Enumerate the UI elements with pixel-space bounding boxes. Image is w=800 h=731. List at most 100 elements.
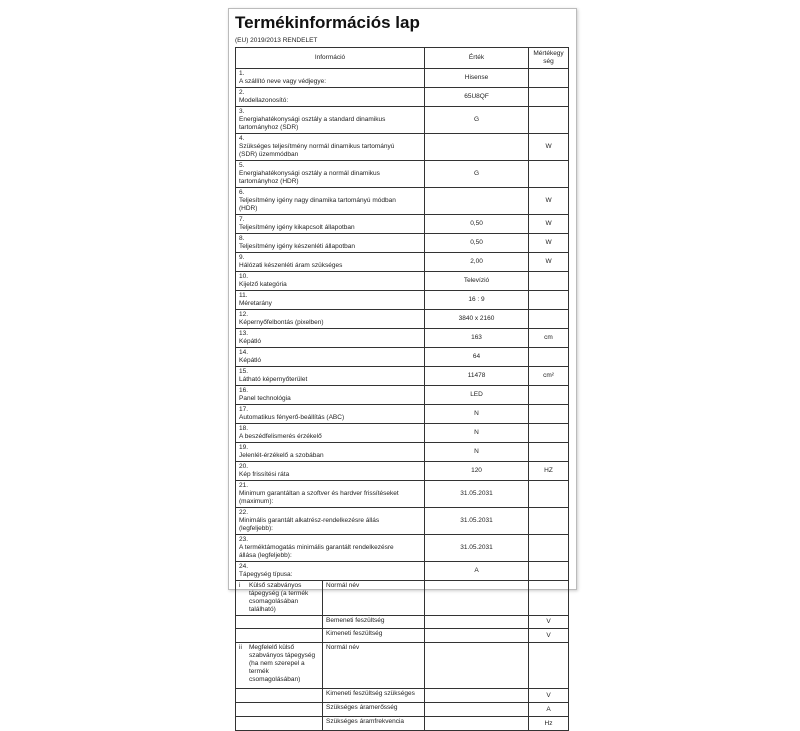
row-number: 11. xyxy=(239,292,248,299)
row-label: Modellazonosító: xyxy=(239,97,289,104)
product-info-table: Információ Érték Mértékegység 1.A szállí… xyxy=(234,47,570,731)
row-unit xyxy=(528,290,570,310)
row-info: 8.Teljesítmény igény készenléti állapotb… xyxy=(234,233,426,253)
table-row: 21.Minimum garantáltan a szoftver és har… xyxy=(234,480,570,508)
row-unit: W xyxy=(528,133,570,161)
header-unit: Mértékegység xyxy=(528,47,570,69)
row-label: Kijelző kategória xyxy=(239,281,287,288)
row-label: Energiahatékonysági osztály a standard d… xyxy=(239,116,386,131)
row-info: 3.Energiahatékonysági osztály a standard… xyxy=(234,106,426,134)
row-number: 1. xyxy=(239,70,245,77)
psu-number: ii xyxy=(239,644,242,651)
row-value: 65U8QF xyxy=(424,87,530,107)
row-label: Teljesítmény igény kikapcsolt állapotban xyxy=(239,224,355,231)
row-info: 2.Modellazonosító: xyxy=(234,87,426,107)
psu-row: Kimeneti feszültség V xyxy=(235,628,570,643)
row-info: 21.Minimum garantáltan a szoftver és har… xyxy=(234,480,426,508)
row-unit xyxy=(528,480,570,508)
row-unit: W xyxy=(528,233,570,253)
row-info: 20.Kép frissítési ráta xyxy=(234,461,426,481)
psu-item-unit xyxy=(528,580,570,616)
row-label: Panel technológia xyxy=(239,395,291,402)
row-unit: HZ xyxy=(528,461,570,481)
psu-item-value xyxy=(424,580,530,616)
table-row: 17.Automatikus fényerő-beállítás (ABC) N xyxy=(234,404,570,424)
table-row: 24.Tápegység típusa: A xyxy=(234,561,570,581)
row-value: 31.05.2031 xyxy=(424,507,530,535)
row-number: 14. xyxy=(239,349,249,356)
row-unit xyxy=(528,534,570,562)
row-info: 18.A beszédfelismerés érzékelő xyxy=(234,423,426,443)
row-value: G xyxy=(424,160,530,188)
row-value: N xyxy=(424,404,530,424)
psu-row: i Külső szabványos tápegység (a termék cs… xyxy=(235,580,570,616)
row-unit xyxy=(528,106,570,134)
row-info: 16.Panel technológia xyxy=(234,385,426,405)
psu-group: i Külső szabványos tápegység (a termék cs… xyxy=(235,580,323,616)
row-number: 8. xyxy=(239,235,245,242)
row-number: 13. xyxy=(239,330,249,337)
row-label: A szállító neve vagy védjegye: xyxy=(239,78,327,85)
row-value: 0,50 xyxy=(424,214,530,234)
row-value: 64 xyxy=(424,347,530,367)
psu-row: ii Megfelelő külső szabványos tápegység (… xyxy=(235,642,570,689)
row-number: 4. xyxy=(239,135,245,142)
row-info: 13.Képátló xyxy=(234,328,426,348)
psu-label: Külső szabványos tápegység (a termék cso… xyxy=(249,582,309,613)
psu-item-value xyxy=(424,716,530,731)
row-label: Látható képernyőterület xyxy=(239,376,308,383)
row-number: 7. xyxy=(239,216,245,223)
row-label: Minimum garantáltan a szoftver és hardve… xyxy=(239,490,399,505)
psu-label: Megfelelő külső szabványos tápegység (ha… xyxy=(249,644,316,683)
row-number: 2. xyxy=(239,89,245,96)
psu-item-name: Kimeneti feszültség szükséges xyxy=(321,688,426,703)
row-number: 17. xyxy=(239,406,249,413)
table-row: 2.Modellazonosító: 65U8QF xyxy=(234,87,570,107)
table-row: 23.A terméktámogatás minimális garantált… xyxy=(234,534,570,562)
header-value: Érték xyxy=(424,47,530,69)
row-label: Automatikus fényerő-beállítás (ABC) xyxy=(239,414,345,421)
table-row: 14.Képátló 64 xyxy=(234,347,570,367)
row-number: 19. xyxy=(239,444,249,451)
row-label: Tápegység típusa: xyxy=(239,571,293,578)
row-value: 11478 xyxy=(424,366,530,386)
table-row: 15.Látható képernyőterület 11478 cm² xyxy=(234,366,570,386)
row-unit xyxy=(528,507,570,535)
row-unit: cm² xyxy=(528,366,570,386)
row-number: 24. xyxy=(239,563,249,570)
psu-item-name: Normál név xyxy=(321,642,426,689)
row-label: A terméktámogatás minimális garantált re… xyxy=(239,544,394,559)
psu-group: ii Megfelelő külső szabványos tápegység (… xyxy=(235,642,323,689)
row-label: Teljesítmény igény készenléti állapotban xyxy=(239,243,355,250)
table-row: 3.Energiahatékonysági osztály a standard… xyxy=(234,106,570,134)
psu-item-name: Bemeneti feszültség xyxy=(321,615,426,629)
table-row: 19.Jelenlét-érzékelő a szobában N xyxy=(234,442,570,462)
row-info: 11.Méretarány xyxy=(234,290,426,310)
row-info: 19.Jelenlét-érzékelő a szobában xyxy=(234,442,426,462)
row-number: 18. xyxy=(239,425,249,432)
row-value: 0,50 xyxy=(424,233,530,253)
row-number: 20. xyxy=(239,463,249,470)
psu-empty xyxy=(235,702,323,717)
row-unit xyxy=(528,442,570,462)
row-unit: W xyxy=(528,187,570,215)
row-number: 6. xyxy=(239,189,245,196)
row-info: 22.Minimális garantált alkatrész-rendelk… xyxy=(234,507,426,535)
row-value: 120 xyxy=(424,461,530,481)
row-info: 17.Automatikus fényerő-beállítás (ABC) xyxy=(234,404,426,424)
row-value: N xyxy=(424,442,530,462)
row-label: Képátló xyxy=(239,357,262,364)
row-unit: W xyxy=(528,252,570,272)
table-row: 20.Kép frissítési ráta 120 HZ xyxy=(234,461,570,481)
row-label: Hálózati készenléti áram szükséges xyxy=(239,262,343,269)
psu-row: Szükséges áramfrekvencia Hz xyxy=(235,716,570,731)
row-number: 12. xyxy=(239,311,249,318)
row-number: 23. xyxy=(239,536,249,543)
psu-item-value xyxy=(424,702,530,717)
psu-item-unit: V xyxy=(528,615,570,629)
table-row: 16.Panel technológia LED xyxy=(234,385,570,405)
row-unit xyxy=(528,347,570,367)
row-label: Képátló xyxy=(239,338,262,345)
row-unit xyxy=(528,160,570,188)
row-info: 10.Kijelző kategória xyxy=(234,271,426,291)
